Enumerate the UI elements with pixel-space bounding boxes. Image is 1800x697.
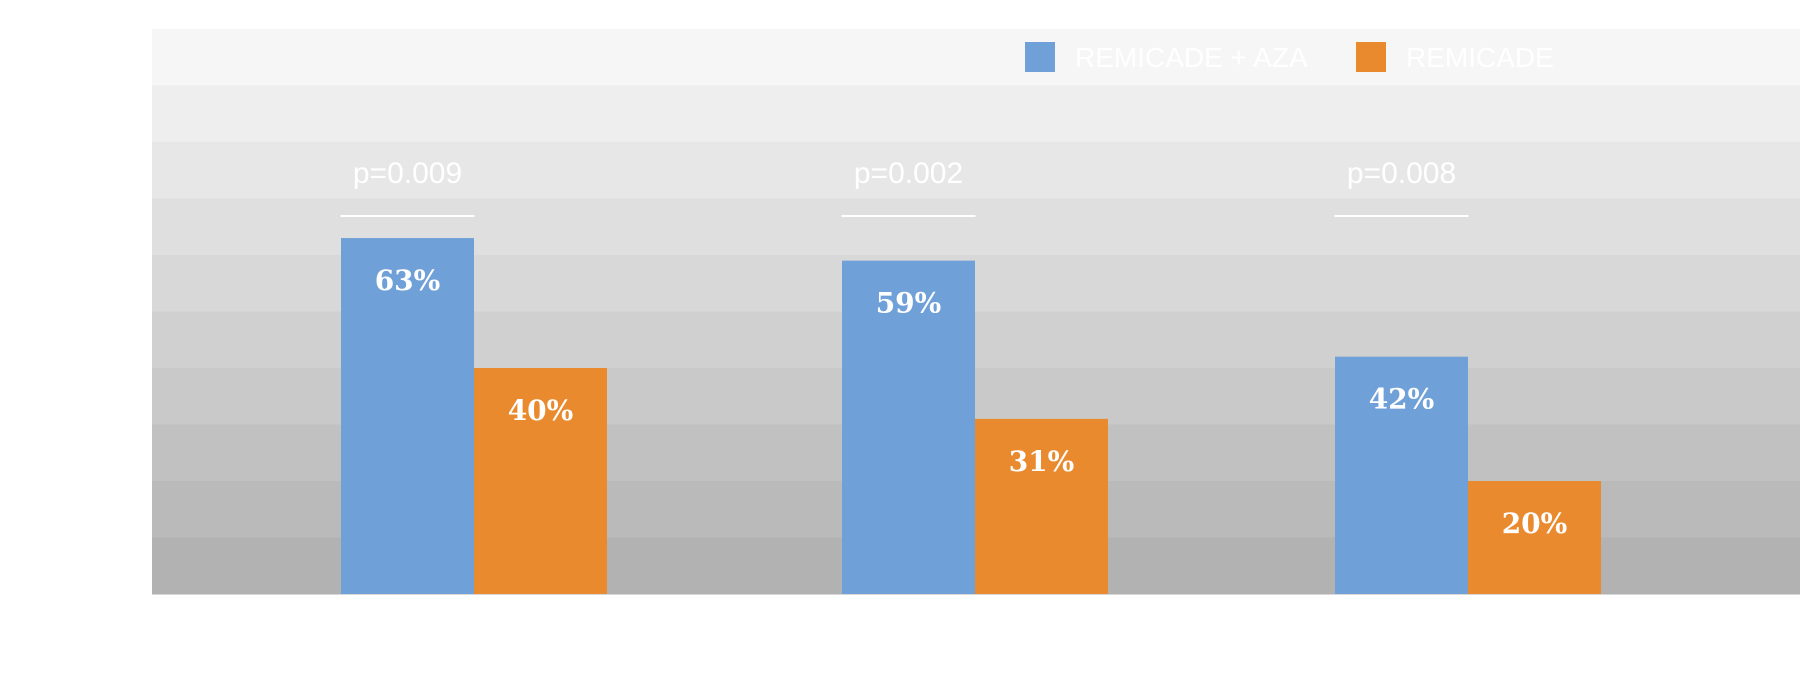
p-value-label: p=0.002: [854, 157, 963, 190]
background-band: [152, 142, 1800, 199]
bar: [975, 418, 1108, 594]
data-labels: 63% 59% 42% 40% 31% 20%: [375, 264, 1568, 540]
data-label: 59%: [876, 287, 942, 320]
legend: REMICADE + AZA REMICADE: [1025, 42, 1554, 73]
data-label: 20%: [1502, 507, 1568, 540]
background-band: [152, 29, 1800, 86]
p-value-annotations: p=0.009 p=0.002 p=0.008: [340, 157, 1469, 217]
data-label: 31%: [1009, 445, 1075, 478]
legend-label: REMICADE + AZA: [1075, 42, 1308, 73]
data-label: 40%: [508, 394, 574, 427]
p-value-label: p=0.008: [1347, 157, 1456, 190]
bar: [1468, 481, 1601, 594]
bar: [474, 368, 607, 594]
legend-swatch: [1356, 42, 1386, 72]
legend-label: REMICADE: [1406, 42, 1554, 73]
bar: [341, 238, 474, 595]
data-label: 63%: [375, 264, 441, 297]
bar: [1335, 356, 1468, 594]
bar: [842, 260, 975, 594]
bar-series: [341, 238, 1601, 595]
p-value-label: p=0.009: [353, 157, 462, 190]
background-band: [152, 85, 1800, 143]
data-label: 42%: [1369, 383, 1435, 416]
legend-swatch: [1025, 42, 1055, 72]
